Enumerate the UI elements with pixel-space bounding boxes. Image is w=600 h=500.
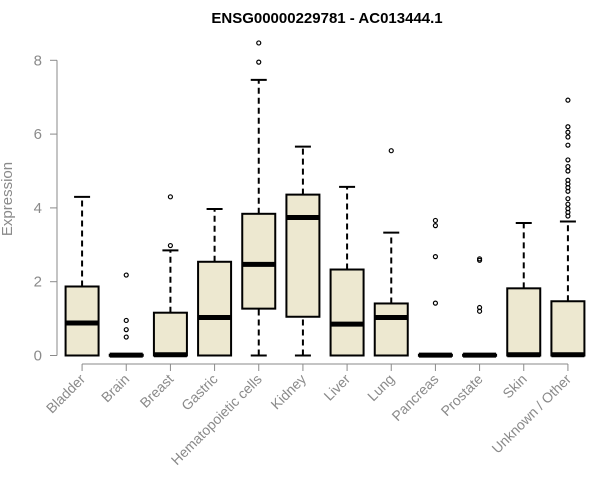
outlier-point — [565, 177, 571, 183]
box-group — [285, 145, 321, 357]
outlier-point — [565, 168, 571, 174]
iqr-box — [329, 268, 365, 357]
iqr-box — [506, 287, 542, 357]
y-tick-label: 2 — [34, 274, 42, 291]
x-tick-label: Lung — [364, 371, 397, 404]
x-tick-label: Liver — [320, 371, 353, 404]
outlier-point — [256, 40, 262, 46]
outlier-point — [565, 196, 571, 202]
outlier-point — [167, 242, 174, 249]
outlier-point — [565, 134, 571, 140]
x-tick-label: Gastric — [178, 371, 221, 414]
iqr-box — [285, 193, 321, 318]
x-tick-label: Unknown / Other — [488, 371, 574, 457]
iqr-box — [152, 311, 188, 357]
box-group — [373, 148, 409, 357]
x-tick-label: Breast — [137, 371, 177, 411]
box-group — [64, 195, 100, 357]
y-axis-label: Expression — [0, 162, 16, 236]
y-tick-label: 4 — [34, 200, 42, 217]
box-group — [462, 256, 498, 358]
outlier-point — [167, 194, 174, 200]
y-tick-label: 0 — [34, 348, 42, 365]
outlier-point — [565, 97, 571, 103]
outlier-point — [476, 304, 483, 311]
y-axis: 0 2 4 6 8 — [34, 52, 58, 365]
iqr-box — [241, 212, 277, 310]
outlier-point — [565, 157, 571, 163]
box-group — [550, 97, 586, 358]
outlier-point — [123, 317, 129, 324]
iqr-box — [550, 300, 586, 357]
outlier-point — [565, 124, 571, 130]
x-tick-label: Prostate — [438, 371, 486, 419]
outlier-point — [565, 142, 571, 148]
chart-title: ENSG00000229781 - AC013444.1 — [211, 10, 442, 27]
outlier-point — [123, 334, 129, 340]
outlier-point — [565, 163, 571, 170]
x-tick-label: Bladder — [43, 371, 89, 417]
outlier-point — [476, 256, 483, 262]
outlier-point — [432, 217, 439, 224]
box-series — [64, 40, 586, 358]
outlier-point — [565, 201, 571, 207]
box-group — [417, 217, 453, 358]
box-group — [241, 40, 277, 357]
y-tick-label: 8 — [34, 52, 42, 69]
x-tick-label: Brain — [98, 371, 132, 405]
iqr-box — [373, 302, 409, 357]
outlier-point — [432, 223, 439, 229]
iqr-box — [197, 260, 233, 357]
outlier-point — [388, 148, 394, 154]
box-group — [506, 222, 542, 358]
outlier-point — [565, 129, 571, 135]
box-group — [108, 272, 144, 358]
x-tick-label: Pancreas — [388, 371, 441, 424]
box-group — [197, 208, 233, 357]
outlier-point — [256, 59, 262, 65]
outlier-point — [432, 254, 439, 260]
box-group — [329, 185, 365, 357]
x-tick-label: Skin — [499, 371, 530, 402]
x-tick-label: Kidney — [267, 371, 309, 413]
outlier-point — [432, 300, 439, 306]
outlier-point — [123, 327, 129, 333]
box-group — [152, 194, 188, 358]
outlier-point — [123, 272, 129, 278]
y-tick-label: 6 — [34, 126, 42, 143]
